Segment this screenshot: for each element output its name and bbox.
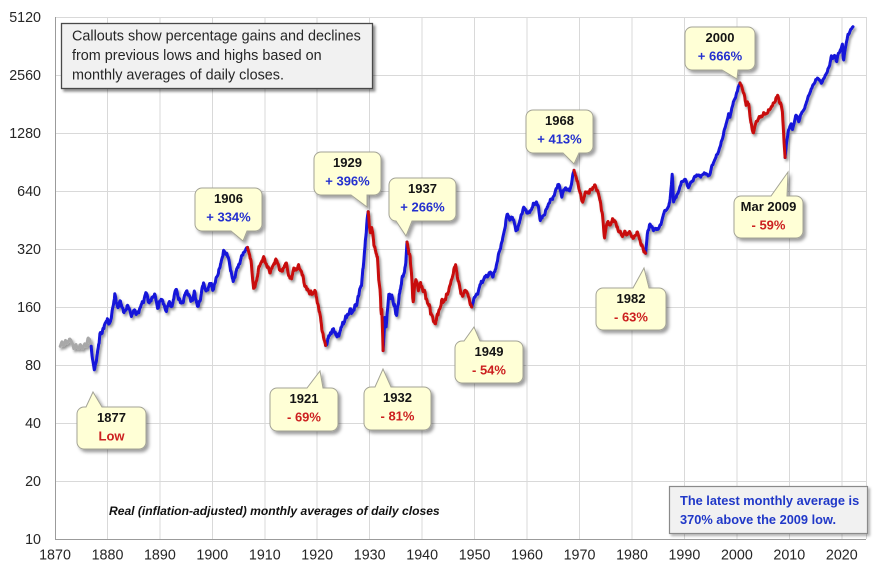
svg-text:1968: 1968 (545, 113, 574, 128)
svg-text:370% above the 2009 low.: 370% above the 2009 low. (680, 512, 836, 527)
svg-text:+ 334%: + 334% (206, 210, 251, 225)
svg-text:10: 10 (25, 532, 41, 548)
svg-text:The latest monthly average is: The latest monthly average is (680, 493, 859, 508)
svg-text:1921: 1921 (290, 391, 319, 406)
svg-text:1932: 1932 (383, 390, 412, 405)
svg-text:- 63%: - 63% (614, 310, 648, 325)
svg-text:1970: 1970 (564, 548, 596, 564)
svg-text:1982: 1982 (617, 291, 646, 306)
svg-text:Mar 2009: Mar 2009 (741, 199, 797, 214)
svg-text:1949: 1949 (475, 344, 504, 359)
svg-text:1877: 1877 (97, 410, 126, 425)
svg-text:80: 80 (25, 358, 41, 374)
svg-text:2560: 2560 (9, 68, 41, 84)
svg-text:- 54%: - 54% (472, 363, 506, 378)
svg-text:640: 640 (17, 184, 41, 200)
svg-text:2000: 2000 (721, 548, 753, 564)
svg-text:320: 320 (17, 242, 41, 258)
svg-text:1870: 1870 (39, 548, 71, 564)
svg-text:1920: 1920 (301, 548, 333, 564)
svg-text:1900: 1900 (196, 548, 228, 564)
svg-text:1960: 1960 (511, 548, 543, 564)
svg-text:1910: 1910 (249, 548, 281, 564)
svg-text:1890: 1890 (144, 548, 176, 564)
svg-text:monthly averages of daily clos: monthly averages of daily closes. (72, 68, 284, 84)
svg-text:1940: 1940 (406, 548, 438, 564)
svg-text:1980: 1980 (616, 548, 648, 564)
svg-text:40: 40 (25, 416, 41, 432)
svg-text:1950: 1950 (459, 548, 491, 564)
svg-text:Low: Low (99, 429, 126, 444)
svg-text:1906: 1906 (214, 191, 243, 206)
svg-text:1880: 1880 (92, 548, 124, 564)
svg-text:Callouts show percentage gains: Callouts show percentage gains and decli… (72, 29, 361, 45)
svg-text:+ 666%: + 666% (698, 49, 743, 64)
svg-text:from previous lows and highs b: from previous lows and highs based on (72, 48, 322, 64)
svg-text:1937: 1937 (408, 181, 437, 196)
svg-text:160: 160 (17, 300, 41, 316)
svg-text:+ 413%: + 413% (537, 132, 582, 147)
svg-text:20: 20 (25, 474, 41, 490)
svg-text:1280: 1280 (9, 126, 41, 142)
svg-text:2010: 2010 (773, 548, 805, 564)
svg-text:1929: 1929 (333, 155, 362, 170)
svg-text:1990: 1990 (668, 548, 700, 564)
svg-text:1930: 1930 (354, 548, 386, 564)
svg-text:+ 266%: + 266% (400, 200, 445, 215)
svg-text:5120: 5120 (9, 10, 41, 26)
svg-text:- 59%: - 59% (752, 218, 786, 233)
svg-text:+ 396%: + 396% (325, 174, 370, 189)
svg-text:Real (inflation-adjusted) mont: Real (inflation-adjusted) monthly averag… (109, 504, 440, 518)
svg-text:- 81%: - 81% (381, 409, 415, 424)
svg-text:- 69%: - 69% (287, 410, 321, 425)
svg-text:2000: 2000 (706, 30, 735, 45)
svg-text:2020: 2020 (826, 548, 858, 564)
